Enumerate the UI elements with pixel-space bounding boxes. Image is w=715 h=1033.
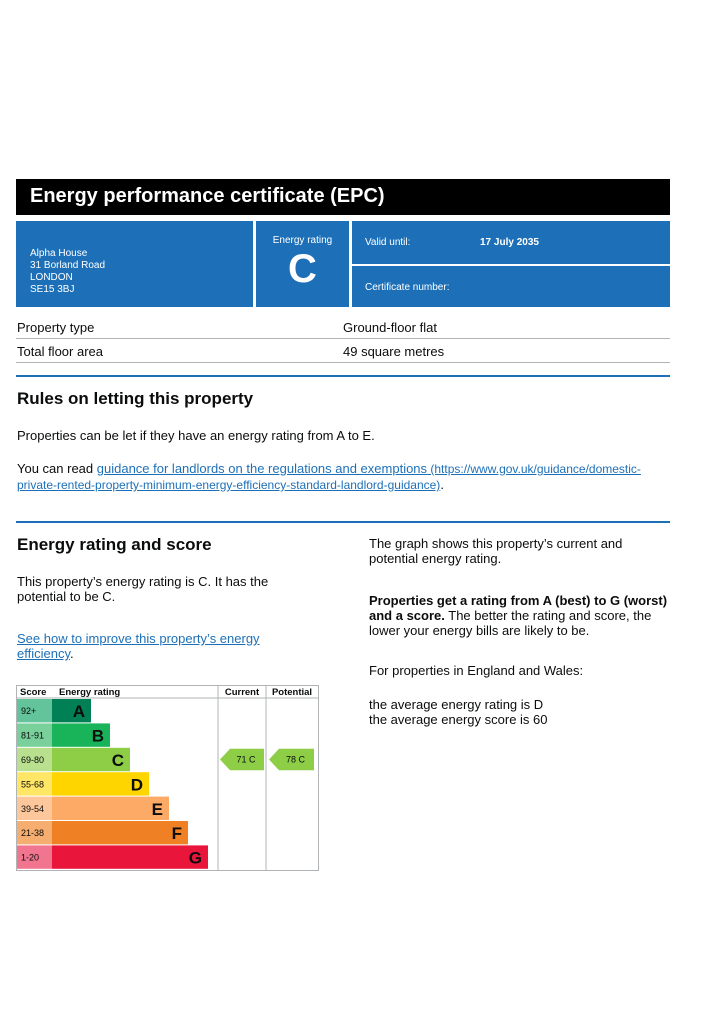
band-score-g: 1-20 <box>21 853 39 863</box>
potential-rating-label: 78 C <box>286 755 306 765</box>
property-type-row: Property type Ground-floor flat <box>16 314 670 339</box>
band-score-cell-b <box>17 723 52 747</box>
landlord-guidance-url-1: (https://www.gov.uk/guidance/domestic- <box>427 462 641 476</box>
energy-rating-box: Energy rating C <box>256 221 349 307</box>
band-score-b: 81-91 <box>21 731 44 741</box>
chart-header-score: Score <box>20 687 46 698</box>
band-score-cell-g <box>17 845 52 869</box>
band-bar-b <box>52 723 110 747</box>
band-bar-a <box>52 699 91 723</box>
letting-heading: Rules on letting this property <box>17 389 254 408</box>
band-letter-a: A <box>73 702 85 721</box>
landlord-guidance-link-text: guidance for landlords on the regulation… <box>96 461 428 476</box>
rating-explainer-bold-2: and a score. <box>369 608 445 623</box>
improve-efficiency-link[interactable]: See how to improve this property’s energ… <box>17 631 260 661</box>
chart-bands: 92+ A 81-91 B 69-80 C 55-68 D 39-54 E 21-38 F 1-20 G <box>17 699 208 869</box>
energy-rating-chart: Score Energy rating Current Potential 92+ A 8… <box>16 685 319 871</box>
letting-guidance-paragraph: You can read guidance for landlords on t… <box>17 461 677 493</box>
improve-link-line-1: See how to improve this property’s energ… <box>17 631 260 646</box>
improve-link-suffix: . <box>70 646 74 661</box>
rating-explainer-rest-1: The better the rating and score, the <box>444 608 652 623</box>
band-letter-b: B <box>92 727 104 746</box>
current-rating-label: 71 C <box>236 755 256 765</box>
section-divider <box>16 521 670 523</box>
address-box: Alpha House 31 Borland Road LONDON SE15 … <box>16 221 253 307</box>
improve-link-line-2: efficiency <box>17 646 70 661</box>
valid-until-value: 17 July 2035 <box>480 237 539 248</box>
band-bar-f <box>52 821 188 845</box>
certificate-number-label: Certificate number: <box>365 282 450 293</box>
guidance-suffix: . <box>440 477 444 492</box>
letting-paragraph: Properties can be let if they have an en… <box>17 428 375 443</box>
average-rating-line: the average energy rating is D <box>369 697 544 712</box>
average-ratings: the average energy rating is D the avera… <box>369 697 548 727</box>
band-score-c: 69-80 <box>21 755 44 765</box>
address-line-4: SE15 3BJ <box>30 284 75 295</box>
valid-until-label: Valid until: <box>365 237 411 248</box>
rating-explainer-bold-1: Properties get a rating from A (best) to… <box>369 593 668 608</box>
address-line-3: LONDON <box>30 272 73 283</box>
landlord-guidance-url-2: private-rented-property-minimum-energy-e… <box>17 478 441 492</box>
improve-paragraph: See how to improve this property’s energ… <box>17 631 260 661</box>
band-letter-d: D <box>131 775 143 794</box>
guidance-prefix: You can read <box>17 461 97 476</box>
chart-header-potential: Potential <box>272 687 312 698</box>
page-title: Energy performance certificate (EPC) <box>30 185 385 207</box>
property-type-value: Ground-floor flat <box>343 320 437 335</box>
graph-explainer-line-2: potential energy rating. <box>369 551 502 566</box>
region-label: For properties in England and Wales: <box>369 663 584 678</box>
chart-markers: 71 C 78 C <box>220 748 314 771</box>
chart-header-rating: Energy rating <box>59 687 120 698</box>
current-rating-arrow <box>220 748 264 771</box>
band-letter-g: G <box>189 849 202 868</box>
band-letter-f: F <box>172 824 182 843</box>
rating-explainer: Properties get a rating from A (best) to… <box>369 593 679 638</box>
floor-area-row: Total floor area 49 square metres <box>16 338 670 363</box>
band-bar-c <box>52 747 130 772</box>
band-score-cell-a <box>17 699 52 723</box>
score-line-1: This property’s energy rating is C. It h… <box>17 574 269 589</box>
graph-explainer-line-1: The graph shows this property’s current … <box>369 536 623 551</box>
score-paragraph: This property’s energy rating is C. It h… <box>17 574 268 604</box>
chart-header-current: Current <box>225 687 260 698</box>
band-score-a: 92+ <box>21 706 36 716</box>
address-line-2: 31 Borland Road <box>30 260 106 271</box>
floor-area-value: 49 square metres <box>343 344 445 359</box>
certificate-number-box: Certificate number: <box>352 266 670 307</box>
band-score-cell-c <box>17 747 52 772</box>
band-score-d: 55-68 <box>21 779 44 789</box>
energy-rating-letter: C <box>288 247 317 291</box>
band-score-f: 21-38 <box>21 828 44 838</box>
rating-explainer-rest-2: lower your energy bills are likely to be… <box>369 623 590 638</box>
band-bar-d <box>52 772 149 796</box>
average-score-line: the average energy score is 60 <box>369 712 548 727</box>
band-score-cell-e <box>17 796 52 820</box>
landlord-guidance-link[interactable]: guidance for landlords on the regulation… <box>97 461 641 476</box>
section-divider <box>16 375 670 377</box>
floor-area-key: Total floor area <box>17 344 103 359</box>
energy-rating-label: Energy rating <box>272 235 333 246</box>
band-score-cell-f <box>17 821 52 845</box>
score-line-2: potential to be C. <box>17 589 116 604</box>
landlord-guidance-link-cont[interactable]: private-rented-property-minimum-energy-e… <box>17 477 440 492</box>
score-heading: Energy rating and score <box>17 535 212 554</box>
band-score-e: 39-54 <box>21 804 44 814</box>
band-bar-g <box>52 845 208 869</box>
band-bar-e <box>52 796 169 820</box>
band-letter-e: E <box>152 800 163 819</box>
potential-rating-arrow <box>269 748 314 771</box>
address-line-1: Alpha House <box>30 248 88 259</box>
band-score-cell-d <box>17 772 52 796</box>
property-type-key: Property type <box>17 320 95 335</box>
graph-explainer: The graph shows this property’s current … <box>369 536 622 566</box>
band-letter-c: C <box>112 751 124 770</box>
valid-until-box: Valid until: 17 July 2035 <box>352 221 670 264</box>
title-bar: Energy performance certificate (EPC) <box>16 179 670 215</box>
